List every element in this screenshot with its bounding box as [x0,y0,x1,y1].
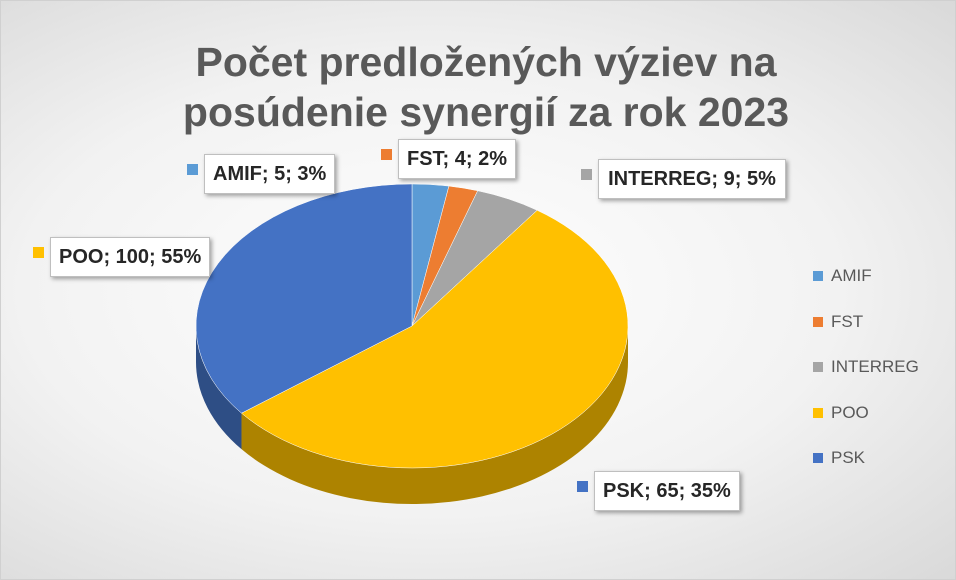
legend-swatch [813,407,823,418]
label-marker [581,169,592,180]
slice [195,183,413,414]
legend-item: AMIF [813,266,872,286]
label-box: POO; 100; 55% [50,237,211,277]
label-box: AMIF; 5; 3% [204,154,336,194]
legend-label: AMIF [831,266,872,285]
legend-item: FST [813,312,863,332]
legend-swatch [813,316,823,327]
legend-item: INTERREG [813,357,919,377]
label-marker [381,149,392,160]
legend-swatch [813,362,823,372]
data-label: FST; 4; 2% [381,139,517,179]
legend-label: FST [831,311,864,331]
legend-item: PSK [813,448,865,468]
label-box: PSK; 65; 35% [594,471,740,511]
legend-item: POO [813,403,869,423]
legend-label: POO [831,402,869,422]
label-box: INTERREG; 9; 5% [598,159,786,199]
label-marker [33,247,44,258]
legend-swatch [813,453,823,463]
data-label: POO; 100; 55% [33,237,211,277]
chart-title: Počet predložených výziev na posúdenie s… [182,39,790,135]
slice-side [196,326,242,450]
data-label: AMIF; 5; 3% [187,154,336,194]
legend-label: PSK [831,448,866,467]
legend-label: INTERREG [831,357,919,376]
legend-swatch [813,271,823,281]
label-marker [577,481,588,492]
data-label: PSK; 65; 35% [577,471,740,511]
label-box: FST; 4; 2% [398,139,517,179]
slice [241,209,629,469]
label-marker [187,164,198,175]
data-label: INTERREG; 9; 5% [581,159,786,199]
